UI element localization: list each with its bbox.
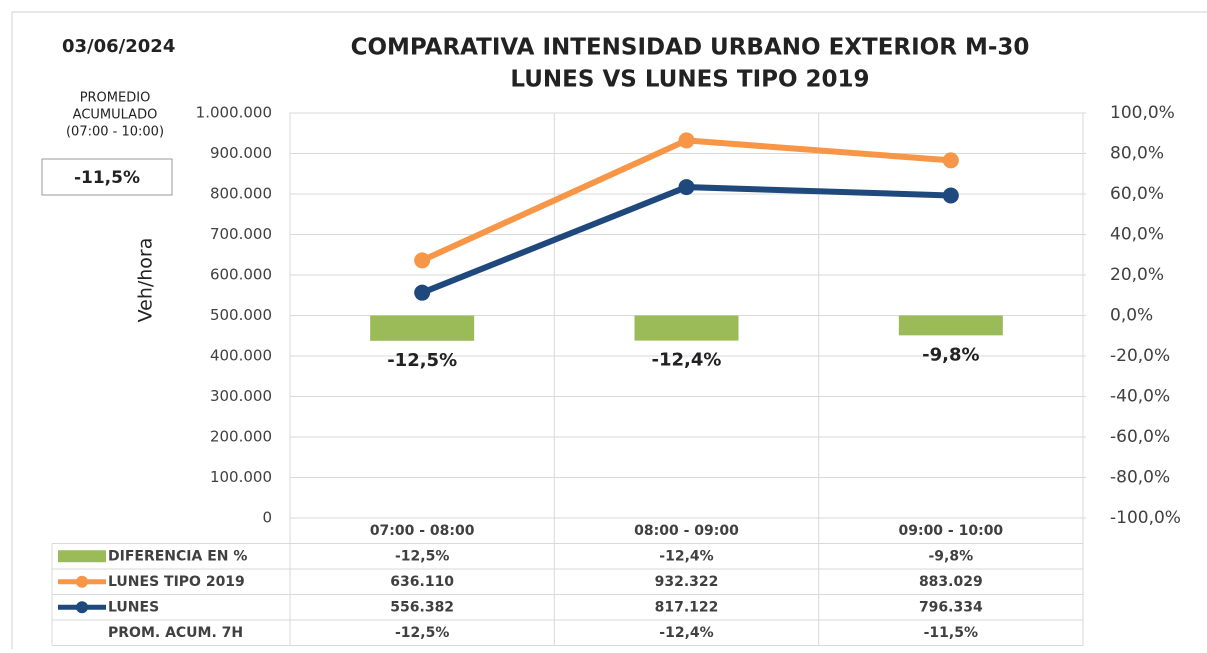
y-tick-label: 700.000 [210, 225, 272, 243]
marker [678, 132, 695, 149]
legend-label: LUNES TIPO 2019 [108, 574, 245, 590]
table-cell: -12,5% [395, 625, 449, 641]
legend-key [76, 601, 88, 614]
chart-title: COMPARATIVA INTENSIDAD URBANO EXTERIOR M… [351, 35, 1030, 61]
table-cell: -9,8% [929, 548, 974, 564]
y-tick-label: 100.000 [210, 468, 272, 486]
legend-key [76, 575, 88, 588]
table-cell: 796.334 [919, 599, 983, 615]
y-tick-label: 0 [262, 509, 272, 527]
marker [942, 152, 959, 169]
x-tick-label: 07:00 - 08:00 [370, 523, 475, 539]
date: 03/06/2024 [62, 36, 175, 57]
table-cell: 883.029 [919, 574, 983, 590]
table-row-label: PROM. ACUM. 7H [108, 625, 243, 641]
table-cell: 556.382 [390, 599, 454, 615]
marker [414, 252, 431, 269]
legend-label: LUNES [108, 599, 159, 615]
y2-tick-label: 20,0% [1110, 265, 1164, 285]
y2-tick-label: -80,0% [1110, 468, 1170, 488]
bar [370, 315, 475, 341]
y-tick-label: 1.000.000 [196, 104, 272, 122]
y2-tick-label: 60,0% [1110, 184, 1164, 204]
legend-key [58, 550, 106, 563]
data-label: -9,8% [922, 344, 979, 365]
table-cell: 636.110 [390, 574, 454, 590]
y2-tick-label: -40,0% [1110, 387, 1170, 407]
x-tick-label: 09:00 - 10:00 [898, 523, 1003, 539]
y-axis-label: Veh/hora [135, 238, 157, 323]
side-box [41, 158, 173, 196]
y2-tick-label: 40,0% [1110, 225, 1164, 245]
data-label: -12,5% [387, 350, 457, 371]
y2-tick-label: -60,0% [1110, 427, 1170, 447]
x-tick-label: 08:00 - 09:00 [634, 523, 739, 539]
marker [942, 187, 959, 204]
side-box-title: ACUMULADO [73, 108, 158, 123]
y2-tick-label: 100,0% [1110, 103, 1175, 123]
y2-tick-label: 0,0% [1110, 306, 1153, 326]
marker [414, 284, 431, 301]
line [420, 137, 952, 264]
table-cell: 932.322 [655, 574, 719, 590]
marker [678, 179, 695, 196]
data-label: -12,4% [652, 350, 722, 371]
side-box-title: (07:00 - 10:00) [66, 125, 164, 140]
y-tick-label: 900.000 [210, 144, 272, 162]
side-box-title: PROMEDIO [80, 91, 151, 106]
table-cell: -11,5% [924, 625, 978, 641]
bar [634, 315, 739, 341]
y-tick-label: 500.000 [210, 306, 272, 324]
bar [898, 315, 1003, 336]
table-cell: 817.122 [655, 599, 719, 615]
table-cell: -12,4% [659, 548, 713, 564]
line [421, 184, 951, 296]
y-tick-label: 300.000 [210, 387, 272, 405]
y-tick-label: 600.000 [210, 266, 272, 284]
y2-tick-label: -100,0% [1110, 508, 1181, 528]
legend-label: DIFERENCIA EN % [108, 548, 247, 564]
side-box-value: -11,5% [74, 168, 140, 188]
y-tick-label: 400.000 [210, 347, 272, 365]
y-tick-label: 800.000 [210, 185, 272, 203]
table-cell: -12,4% [659, 625, 713, 641]
y-tick-label: 200.000 [210, 428, 272, 446]
chart-title: LUNES VS LUNES TIPO 2019 [510, 67, 869, 93]
y2-tick-label: 80,0% [1110, 144, 1164, 164]
y2-tick-label: -20,0% [1110, 346, 1170, 366]
table-cell: -12,5% [395, 548, 449, 564]
